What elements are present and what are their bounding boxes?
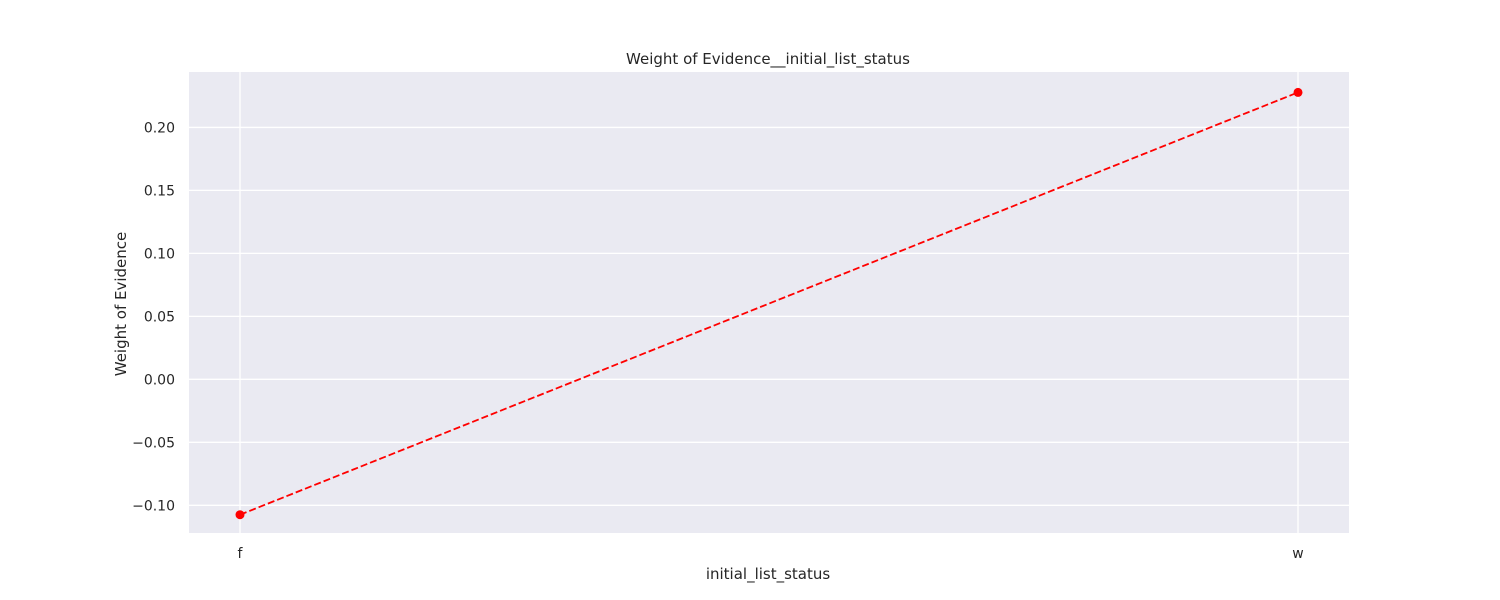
chart-title: Weight of Evidence__initial_list_status: [626, 50, 910, 69]
data-point: [235, 510, 245, 520]
data-point: [1293, 87, 1303, 97]
x-tick-label: w: [1292, 546, 1303, 562]
y-tick-label: 0.15: [144, 183, 175, 199]
grid-lines: [189, 72, 1349, 533]
x-axis-label: initial_list_status: [706, 565, 831, 584]
y-tick-labels: −0.10 −0.05 0.00 0.05 0.10 0.15 0.20: [132, 120, 175, 514]
series-layer: [235, 87, 1303, 520]
y-tick-label: 0.00: [144, 372, 175, 388]
y-tick-label: −0.10: [132, 498, 175, 514]
y-tick-label: 0.20: [144, 120, 175, 136]
y-tick-label: 0.05: [144, 309, 175, 325]
y-tick-label: 0.10: [144, 246, 175, 262]
x-tick-label: f: [238, 546, 244, 562]
y-axis-label: Weight of Evidence: [112, 232, 130, 377]
y-tick-label: −0.05: [132, 435, 175, 451]
